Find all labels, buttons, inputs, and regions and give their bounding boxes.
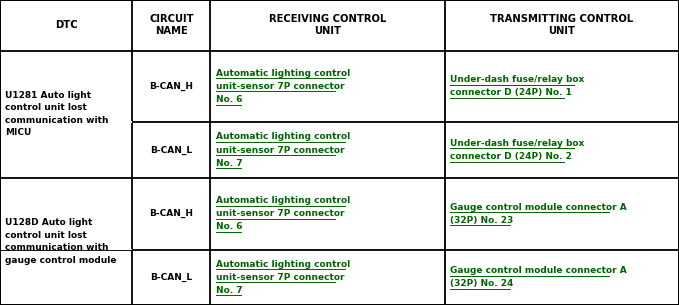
Text: (32P) No. 23: (32P) No. 23 [450, 216, 513, 225]
Text: connector D (24P) No. 1: connector D (24P) No. 1 [450, 88, 572, 98]
Bar [1, 121, 132, 123]
Text: unit-sensor 7P connector: unit-sensor 7P connector [216, 209, 344, 218]
Text: DTC: DTC [55, 20, 77, 30]
Text: TRANSMITTING CONTROL
UNIT: TRANSMITTING CONTROL UNIT [490, 14, 634, 36]
Bar [1, 249, 132, 250]
Text: No. 7: No. 7 [216, 159, 242, 168]
Text: unit-sensor 7P connector: unit-sensor 7P connector [216, 273, 344, 282]
Text: B-CAN_L: B-CAN_L [150, 273, 193, 282]
Text: U128D Auto light
control unit lost
communication with
gauge control module: U128D Auto light control unit lost commu… [5, 218, 117, 265]
Text: B-CAN_L: B-CAN_L [150, 145, 193, 155]
Text: unit-sensor 7P connector: unit-sensor 7P connector [216, 145, 344, 155]
Text: CIRCUIT
NAME: CIRCUIT NAME [149, 14, 194, 36]
Text: Automatic lighting control: Automatic lighting control [216, 132, 350, 142]
Text: Automatic lighting control: Automatic lighting control [216, 69, 350, 78]
Text: unit-sensor 7P connector: unit-sensor 7P connector [216, 82, 344, 91]
Text: Automatic lighting control: Automatic lighting control [216, 260, 350, 269]
Text: No. 7: No. 7 [216, 286, 242, 295]
Text: Gauge control module connector A: Gauge control module connector A [450, 203, 627, 212]
Text: connector D (24P) No. 2: connector D (24P) No. 2 [450, 152, 572, 161]
Text: No. 6: No. 6 [216, 95, 242, 104]
Text: B-CAN_H: B-CAN_H [149, 209, 194, 218]
Text: Under-dash fuse/relay box: Under-dash fuse/relay box [450, 139, 585, 148]
Text: Under-dash fuse/relay box: Under-dash fuse/relay box [450, 75, 585, 84]
Text: Automatic lighting control: Automatic lighting control [216, 196, 350, 205]
Text: (32P) No. 24: (32P) No. 24 [450, 279, 513, 288]
Text: U1281 Auto light
control unit lost
communication with
MICU: U1281 Auto light control unit lost commu… [5, 91, 109, 138]
Text: B-CAN_H: B-CAN_H [149, 82, 194, 91]
Text: Gauge control module connector A: Gauge control module connector A [450, 266, 627, 275]
Text: RECEIVING CONTROL
UNIT: RECEIVING CONTROL UNIT [269, 14, 386, 36]
Text: No. 6: No. 6 [216, 222, 242, 231]
